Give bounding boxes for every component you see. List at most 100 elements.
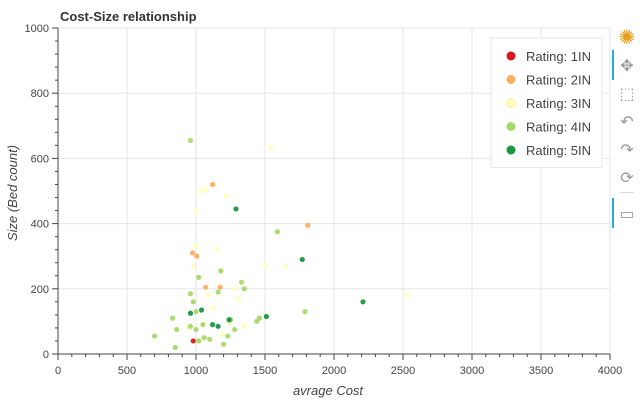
legend: Rating: 1IN Rating: 2IN Rating: 3IN Rating:…: [490, 37, 603, 168]
active-tool-indicator: [612, 198, 614, 228]
data-point-4-6: [196, 274, 202, 280]
data-point-4-14: [193, 326, 199, 333]
x-axis-label: avrage Cost: [293, 383, 364, 398]
data-point-4-7: [187, 291, 194, 297]
data-point-4-27: [302, 309, 308, 315]
data-point-4-25: [172, 344, 178, 351]
data-point-3-13: [190, 263, 196, 269]
redo-tool-icon[interactable]: ↷: [620, 139, 634, 159]
y-tick-label: 600: [31, 153, 49, 165]
chart-toolbar: ✺ ✥ ⬚ ↶ ↷ ⟳ ▭: [612, 22, 640, 242]
x-tick-label: 3000: [460, 365, 484, 377]
data-point-2-1: [189, 250, 196, 256]
data-point-4-1: [187, 137, 194, 144]
data-point-2-4: [217, 284, 223, 290]
x-tick-label: 3500: [529, 365, 553, 377]
data-point-4-24: [196, 338, 202, 344]
data-point-2-3: [203, 284, 209, 290]
data-point-4-17: [232, 326, 238, 333]
data-point-2-2: [209, 181, 216, 188]
data-point-3-10: [236, 295, 242, 302]
toolbar-separator: [620, 192, 634, 193]
data-point-4-13: [187, 323, 194, 329]
legend-label: Rating: 4IN: [526, 120, 591, 135]
legend-swatch: [506, 122, 516, 131]
legend-swatch: [506, 75, 516, 84]
data-point-1-1: [190, 338, 196, 344]
data-point-4-23: [207, 336, 213, 342]
legend-label: Rating: 3IN: [526, 96, 591, 111]
x-tick-label: 4000: [598, 365, 622, 377]
data-point-3-18: [219, 331, 225, 338]
x-tick-label: 1000: [184, 365, 208, 377]
data-point-4-4: [238, 279, 245, 285]
data-point-5-8: [263, 313, 269, 320]
data-point-2-5: [305, 222, 311, 228]
data-point-5-3: [360, 299, 366, 305]
data-point-5-1: [233, 206, 239, 212]
data-point-3-1: [197, 188, 203, 194]
y-axis-label: Size (Bed count): [5, 145, 20, 241]
x-tick-label: 500: [118, 365, 136, 377]
reset-tool-icon[interactable]: ⟳: [620, 167, 634, 187]
bokeh-logo-icon: ✺: [618, 25, 636, 49]
data-point-4-9: [190, 299, 196, 305]
data-point-3-2: [203, 186, 209, 192]
data-point-3-3: [223, 193, 229, 199]
legend-swatch: [506, 98, 516, 108]
y-tick-label: 800: [31, 88, 49, 100]
data-point-4-26: [152, 333, 158, 339]
legend-swatch: [506, 145, 516, 155]
legend-label: Rating: 1IN: [526, 49, 591, 64]
data-point-4-15: [200, 322, 206, 328]
data-point-5-4: [198, 307, 205, 313]
data-point-4-22: [201, 335, 207, 341]
data-point-5-5: [187, 310, 194, 316]
data-point-3-20: [241, 323, 247, 329]
chart-title: Cost-Size relationship: [60, 9, 197, 24]
y-tick-label: 1000: [25, 23, 49, 35]
box-zoom-tool-icon[interactable]: ⬚: [619, 83, 635, 103]
undo-tool-icon[interactable]: ↶: [620, 111, 634, 131]
data-point-3-6: [283, 263, 289, 269]
x-tick-label: 0: [55, 365, 61, 377]
data-point-4-5: [241, 286, 247, 292]
data-point-3-5: [267, 144, 274, 150]
data-point-4-2: [274, 229, 281, 235]
pan-tool-icon[interactable]: ✥: [620, 55, 634, 75]
data-point-4-20: [225, 333, 231, 339]
data-point-3-4: [193, 207, 199, 214]
x-tick-label: 2500: [391, 365, 415, 377]
data-point-4-21: [221, 341, 227, 347]
data-point-3-8: [404, 292, 410, 298]
active-tool-indicator: [612, 50, 614, 80]
data-point-5-6: [209, 322, 216, 328]
data-point-3-19: [209, 305, 216, 311]
data-point-2-6: [194, 253, 200, 259]
data-point-4-12: [174, 326, 180, 333]
x-tick-label: 1500: [253, 365, 277, 377]
y-tick-label: 400: [31, 219, 49, 231]
axes: 0 500 1000 1500 2000 2500 3000 3500 4000 0 200 400 6…: [25, 23, 623, 377]
data-point-5-7: [215, 323, 221, 329]
y-tick-label: 0: [43, 349, 49, 361]
legend-swatch: [506, 51, 516, 61]
data-point-3-14: [205, 292, 212, 298]
legend-label: Rating: 5IN: [526, 143, 591, 158]
data-point-3-15: [232, 286, 238, 292]
data-point-3-12: [214, 247, 220, 253]
hover-tool-icon[interactable]: ▭: [619, 203, 635, 223]
data-point-5-9: [226, 317, 232, 323]
x-tick-label: 2000: [322, 365, 346, 377]
data-point-3-7: [262, 263, 268, 269]
data-point-5-2: [299, 256, 305, 263]
data-point-4-11: [169, 315, 176, 321]
data-point-4-10: [193, 309, 199, 315]
data-point-4-8: [215, 289, 221, 295]
legend-label: Rating: 2IN: [526, 73, 591, 88]
data-points: [152, 137, 410, 351]
data-point-4-19: [256, 315, 263, 321]
y-tick-label: 200: [31, 284, 49, 296]
data-point-4-3: [218, 268, 224, 274]
